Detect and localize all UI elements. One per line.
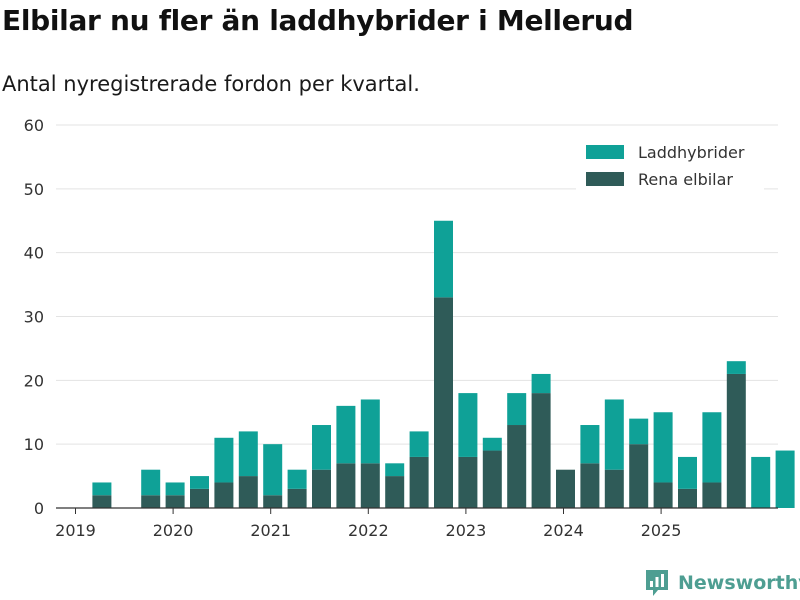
bar-rena-elbilar-21 xyxy=(580,463,600,508)
bar-rena-elbilar-22 xyxy=(604,469,624,508)
legend: Laddhybrider Rena elbilar xyxy=(576,138,764,190)
bar-laddhybrider-7 xyxy=(238,431,258,477)
bar-rena-elbilar-16 xyxy=(458,456,478,508)
bar-laddhybrider-14 xyxy=(409,431,429,457)
bar-laddhybrider-25 xyxy=(678,456,697,489)
bar-rena-elbilar-18 xyxy=(507,425,527,508)
bars xyxy=(92,220,795,508)
bar-laddhybrider-23 xyxy=(629,418,649,445)
y-tick-label-50: 50 xyxy=(24,180,44,199)
x-tick-label-2024: 2024 xyxy=(543,521,584,540)
y-tick-label-60: 60 xyxy=(24,116,44,135)
x-tick-label-2025: 2025 xyxy=(641,521,682,540)
bar-laddhybrider-17 xyxy=(482,437,502,451)
bar-rena-elbilar-1 xyxy=(92,495,112,508)
bar-rena-elbilar-7 xyxy=(238,476,258,508)
bar-rena-elbilar-13 xyxy=(385,476,405,508)
bar-rena-elbilar-17 xyxy=(482,450,502,508)
bar-rena-elbilar-5 xyxy=(190,488,209,508)
y-tick-label-10: 10 xyxy=(24,435,44,454)
legend-swatch-1 xyxy=(586,172,624,186)
bar-rena-elbilar-10 xyxy=(312,469,331,508)
bar-rena-elbilar-24 xyxy=(653,482,673,508)
bar-laddhybrider-6 xyxy=(214,437,234,483)
bar-rena-elbilar-8 xyxy=(263,495,283,508)
legend-label-1: Rena elbilar xyxy=(638,170,733,189)
bar-laddhybrider-19 xyxy=(531,373,551,394)
bar-laddhybrider-26 xyxy=(702,412,722,483)
y-tick-label-30: 30 xyxy=(24,308,44,327)
bar-laddhybrider-27 xyxy=(726,361,746,374)
bar-laddhybrider-22 xyxy=(604,399,624,470)
bar-laddhybrider-3 xyxy=(141,469,161,496)
x-tick-label-2023: 2023 xyxy=(446,521,487,540)
bar-laddhybrider-5 xyxy=(190,476,209,489)
y-axis-labels: 0 10 20 30 40 50 60 xyxy=(24,116,44,518)
bar-laddhybrider-8 xyxy=(263,444,283,496)
bar-rena-elbilar-20 xyxy=(556,469,575,508)
legend-label-0: Laddhybrider xyxy=(638,143,745,162)
bar-laddhybrider-12 xyxy=(360,399,380,464)
bar-laddhybrider-16 xyxy=(458,393,478,457)
bar-rena-elbilar-25 xyxy=(678,488,697,508)
legend-swatch-0 xyxy=(586,145,624,159)
bar-rena-elbilar-9 xyxy=(287,488,307,508)
bar-rena-elbilar-4 xyxy=(165,495,185,508)
x-tick-label-2019: 2019 xyxy=(55,521,96,540)
x-axis: 2019 2020 2021 2022 2023 2024 2025 xyxy=(55,507,778,540)
bar-laddhybrider-15 xyxy=(434,220,453,298)
bar-laddhybrider-10 xyxy=(312,425,331,470)
bar-laddhybrider-29 xyxy=(775,450,795,508)
x-tick-label-2022: 2022 xyxy=(348,521,389,540)
brand-name: Newsworthy xyxy=(678,572,800,594)
chart-title: Elbilar nu fler än laddhybrider i Meller… xyxy=(2,4,634,37)
bar-rena-elbilar-15 xyxy=(434,297,453,508)
bar-laddhybrider-28 xyxy=(751,456,771,508)
chart-subtitle: Antal nyregistrerade fordon per kvartal. xyxy=(2,72,420,96)
x-tick-label-2021: 2021 xyxy=(250,521,291,540)
brand-logo: Newsworthy xyxy=(644,568,800,598)
bar-laddhybrider-4 xyxy=(165,482,185,496)
y-tick-label-40: 40 xyxy=(24,244,44,263)
bar-laddhybrider-13 xyxy=(385,463,405,477)
x-tick-label-2020: 2020 xyxy=(153,521,194,540)
bar-rena-elbilar-26 xyxy=(702,482,722,508)
bar-rena-elbilar-27 xyxy=(726,373,746,508)
y-tick-label-20: 20 xyxy=(24,371,44,390)
bar-rena-elbilar-23 xyxy=(629,444,649,508)
bar-laddhybrider-1 xyxy=(92,482,112,496)
bar-rena-elbilar-19 xyxy=(531,393,551,508)
bar-laddhybrider-18 xyxy=(507,393,527,426)
bar-laddhybrider-21 xyxy=(580,425,600,464)
bar-rena-elbilar-11 xyxy=(336,463,356,508)
bar-rena-elbilar-12 xyxy=(360,463,380,508)
bar-rena-elbilar-14 xyxy=(409,456,429,508)
y-tick-label-0: 0 xyxy=(34,499,44,518)
bar-rena-elbilar-3 xyxy=(141,495,161,508)
newsworthy-logo-icon xyxy=(646,570,668,596)
bar-laddhybrider-24 xyxy=(653,412,673,483)
bar-laddhybrider-11 xyxy=(336,405,356,464)
bar-rena-elbilar-6 xyxy=(214,482,234,508)
bar-laddhybrider-9 xyxy=(287,469,307,489)
